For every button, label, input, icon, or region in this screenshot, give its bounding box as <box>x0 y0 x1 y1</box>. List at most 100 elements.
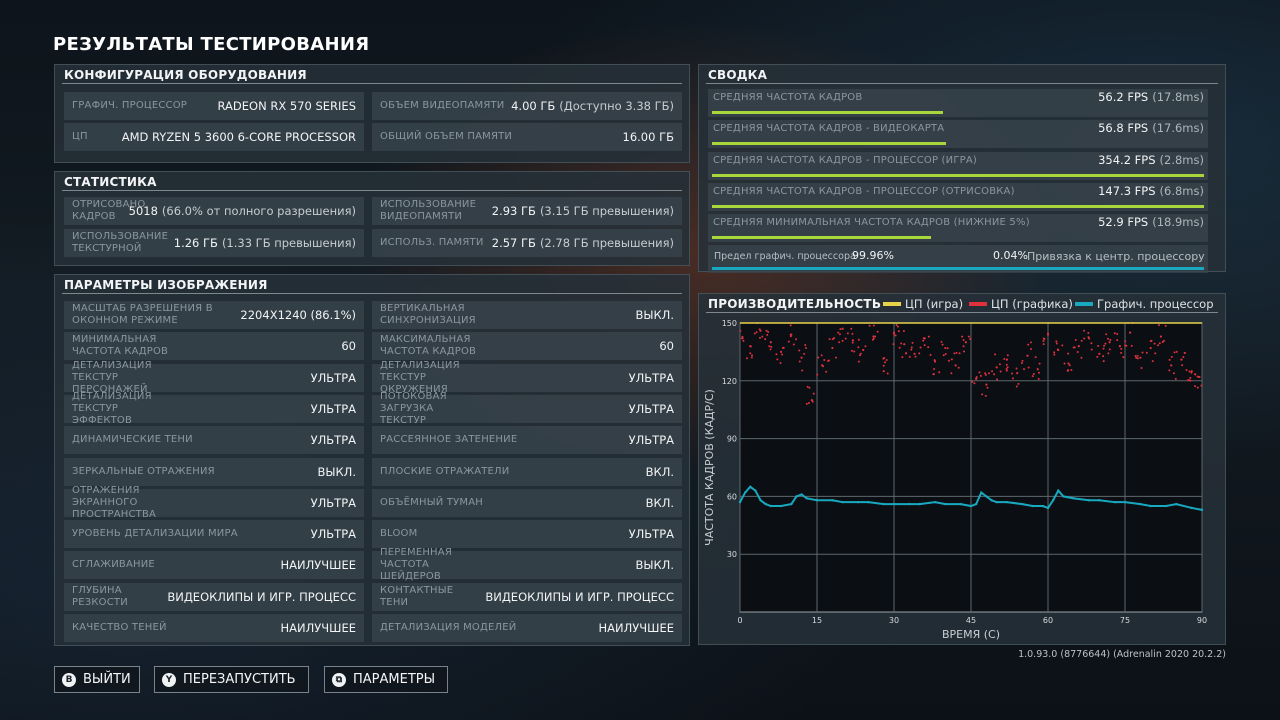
gpu-point <box>780 505 782 507</box>
cpu-render-point <box>1087 332 1089 334</box>
hw-cpu-label: ЦП <box>72 123 88 151</box>
setting-row: ПЛОСКИЕ ОТРАЖАТЕЛИ ВКЛ. <box>372 458 682 486</box>
gpu-limit-value: 99.96% <box>852 249 894 262</box>
cpu-render-point <box>775 353 777 355</box>
hw-ram-label: ОБЩИЙ ОБЪЕМ ПАМЯТИ <box>380 123 512 151</box>
cpu-render-point <box>928 336 930 338</box>
cpu-render-point <box>1003 358 1005 360</box>
stat-frames-value: 5018 <box>129 204 158 218</box>
cpu-render-point <box>1090 342 1092 344</box>
cpu-render-point <box>956 352 958 354</box>
setting-label: ДЕТАЛИЗАЦИЯ МОДЕЛЕЙ <box>380 614 516 642</box>
cpu-render-point <box>1069 364 1071 366</box>
summary-row: СРЕДНЯЯ ЧАСТОТА КАДРОВ 56.2 FPS (17.8ms) <box>708 89 1208 117</box>
x-tick-label: 60 <box>1043 616 1053 625</box>
summary-value-wrap: 354.2 FPS (2.8ms) <box>1098 153 1204 167</box>
cpu-render-point <box>924 344 926 346</box>
cpu-render-point <box>1197 376 1199 378</box>
cpu-render-point <box>782 347 784 349</box>
cpu-render-point <box>1169 359 1171 361</box>
cpu-render-point <box>839 333 841 335</box>
cpu-render-point <box>1070 369 1072 371</box>
cpu-render-point <box>1047 333 1049 335</box>
cpu-render-point <box>905 352 907 354</box>
cpu-render-point <box>923 337 925 339</box>
gpu-point <box>770 505 772 507</box>
gpu-point <box>970 505 972 507</box>
cpu-render-point <box>1190 372 1192 374</box>
cpu-render-point <box>981 393 983 395</box>
cpu-render-point <box>915 356 917 358</box>
cpu-render-point <box>1037 368 1039 370</box>
cpu-render-point <box>852 342 854 344</box>
cpu-render-point <box>808 402 810 404</box>
setting-label: РАССЕЯННОЕ ЗАТЕНЕНИЕ <box>380 426 517 454</box>
gpu-point <box>744 491 746 493</box>
hw-gpu-value: RADEON RX 570 SERIES <box>218 92 356 120</box>
cpu-render-point <box>886 359 888 361</box>
cpu-render-point <box>862 349 864 351</box>
cpu-render-point <box>1043 338 1045 340</box>
hardware-panel-title: КОНФИГУРАЦИЯ ОБОРУДОВАНИЯ <box>64 68 307 82</box>
cpu-render-point <box>1006 359 1008 361</box>
cpu-render-point <box>1081 340 1083 342</box>
stat-mem-label: ИСПОЛЬЗ. ПАМЯТИ <box>380 229 484 257</box>
restart-button[interactable]: Y ПЕРЕЗАПУСТИТЬ <box>154 666 309 693</box>
cpu-render-point <box>883 357 885 359</box>
cpu-render-point <box>1061 344 1063 346</box>
setting-label: ДИНАМИЧЕСКИЕ ТЕНИ <box>72 426 193 454</box>
divider <box>62 83 682 84</box>
cpu-render-point <box>947 347 949 349</box>
gpu-point <box>883 503 885 505</box>
cpu-render-point <box>933 373 935 375</box>
setting-value: УЛЬТРА <box>629 364 674 392</box>
cpu-render-point <box>975 377 977 379</box>
stat-frames-value-wrap: 5018 (66.0% от полного разрешения) <box>129 197 356 225</box>
gpu-point <box>816 499 818 501</box>
cpu-render-point <box>933 368 935 370</box>
cpu-render-point <box>963 350 965 352</box>
gpu-point <box>1139 503 1141 505</box>
settings-button-label: ПАРАМЕТРЫ <box>353 672 435 687</box>
cpu-render-point <box>799 361 801 363</box>
gpu-point <box>944 503 946 505</box>
restart-button-label: ПЕРЕЗАПУСТИТЬ <box>183 672 296 687</box>
setting-row: МАКСИМАЛЬНАЯ ЧАСТОТА КАДРОВ 60 <box>372 332 682 360</box>
summary-value-wrap: 56.8 FPS (17.6ms) <box>1098 121 1204 135</box>
cpu-render-point <box>1157 344 1159 346</box>
setting-label: ПЛОСКИЕ ОТРАЖАТЕЛИ <box>380 458 509 486</box>
cpu-render-point <box>950 372 952 374</box>
gpu-point <box>1072 497 1074 499</box>
stat-vram-value-wrap: 2.93 ГБ (3.15 ГБ превышения) <box>492 197 674 225</box>
cpu-render-point <box>780 362 782 364</box>
cpu-render-point <box>1096 356 1098 358</box>
summary-label: СРЕДНЯЯ МИНИМАЛЬНАЯ ЧАСТОТА КАДРОВ (НИЖН… <box>713 217 1030 228</box>
cpu-render-point <box>857 346 859 348</box>
cpu-render-point <box>838 341 840 343</box>
gpu-point <box>857 501 859 503</box>
cpu-render-point <box>978 371 980 373</box>
setting-label: ГЛУБИНА РЕЗКОСТИ <box>72 583 138 611</box>
gpu-point <box>790 503 792 505</box>
cpu-render-point <box>766 334 768 336</box>
settings-button[interactable]: ⧉ ПАРАМЕТРЫ <box>324 666 448 693</box>
cpu-render-point <box>850 328 852 330</box>
setting-value: УЛЬТРА <box>311 395 356 423</box>
summary-label: СРЕДНЯЯ ЧАСТОТА КАДРОВ - ПРОЦЕССОР (ИГРА… <box>713 155 977 166</box>
hw-cpu-value: AMD RYZEN 5 3600 6-CORE PROCESSOR <box>122 123 356 151</box>
cpu-render-point <box>1107 338 1109 340</box>
setting-label: ОТРАЖЕНИЯ ЭКРАННОГО ПРОСТРАНСТВА <box>72 489 172 517</box>
cpu-render-point <box>961 336 963 338</box>
cpu-render-point <box>909 356 911 358</box>
cpu-render-point <box>742 340 744 342</box>
gpu-point <box>1006 501 1008 503</box>
cpu-render-point <box>884 361 886 363</box>
gpu-point <box>980 491 982 493</box>
exit-button[interactable]: B ВЫЙТИ <box>54 666 140 693</box>
cpu-render-point <box>938 371 940 373</box>
gpu-point <box>831 499 833 501</box>
y-axis-label: ЧАСТОТА КАДРОВ (КАДР/С) <box>703 389 716 546</box>
x-axis-label: ВРЕМЯ (С) <box>942 628 1000 641</box>
setting-value: УЛЬТРА <box>629 426 674 454</box>
cpu-render-point <box>1067 362 1069 364</box>
